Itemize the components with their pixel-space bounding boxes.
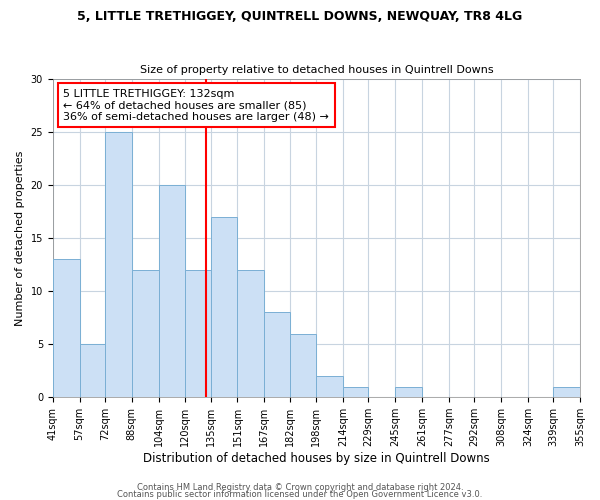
Text: Contains public sector information licensed under the Open Government Licence v3: Contains public sector information licen…: [118, 490, 482, 499]
Text: Contains HM Land Registry data © Crown copyright and database right 2024.: Contains HM Land Registry data © Crown c…: [137, 484, 463, 492]
Title: Size of property relative to detached houses in Quintrell Downs: Size of property relative to detached ho…: [140, 66, 493, 76]
Text: 5, LITTLE TRETHIGGEY, QUINTRELL DOWNS, NEWQUAY, TR8 4LG: 5, LITTLE TRETHIGGEY, QUINTRELL DOWNS, N…: [77, 10, 523, 23]
Bar: [343, 386, 368, 397]
Bar: [316, 376, 343, 397]
Bar: [131, 270, 158, 397]
Y-axis label: Number of detached properties: Number of detached properties: [15, 150, 25, 326]
Bar: [238, 270, 265, 397]
Bar: [80, 344, 105, 397]
Bar: [185, 270, 211, 397]
Bar: [265, 312, 290, 397]
Bar: [211, 217, 238, 397]
Bar: [105, 132, 131, 397]
Text: 5 LITTLE TRETHIGGEY: 132sqm
← 64% of detached houses are smaller (85)
36% of sem: 5 LITTLE TRETHIGGEY: 132sqm ← 64% of det…: [64, 88, 329, 122]
X-axis label: Distribution of detached houses by size in Quintrell Downs: Distribution of detached houses by size …: [143, 452, 490, 465]
Bar: [290, 334, 316, 397]
Bar: [553, 386, 580, 397]
Bar: [53, 260, 80, 397]
Bar: [395, 386, 422, 397]
Bar: [158, 185, 185, 397]
